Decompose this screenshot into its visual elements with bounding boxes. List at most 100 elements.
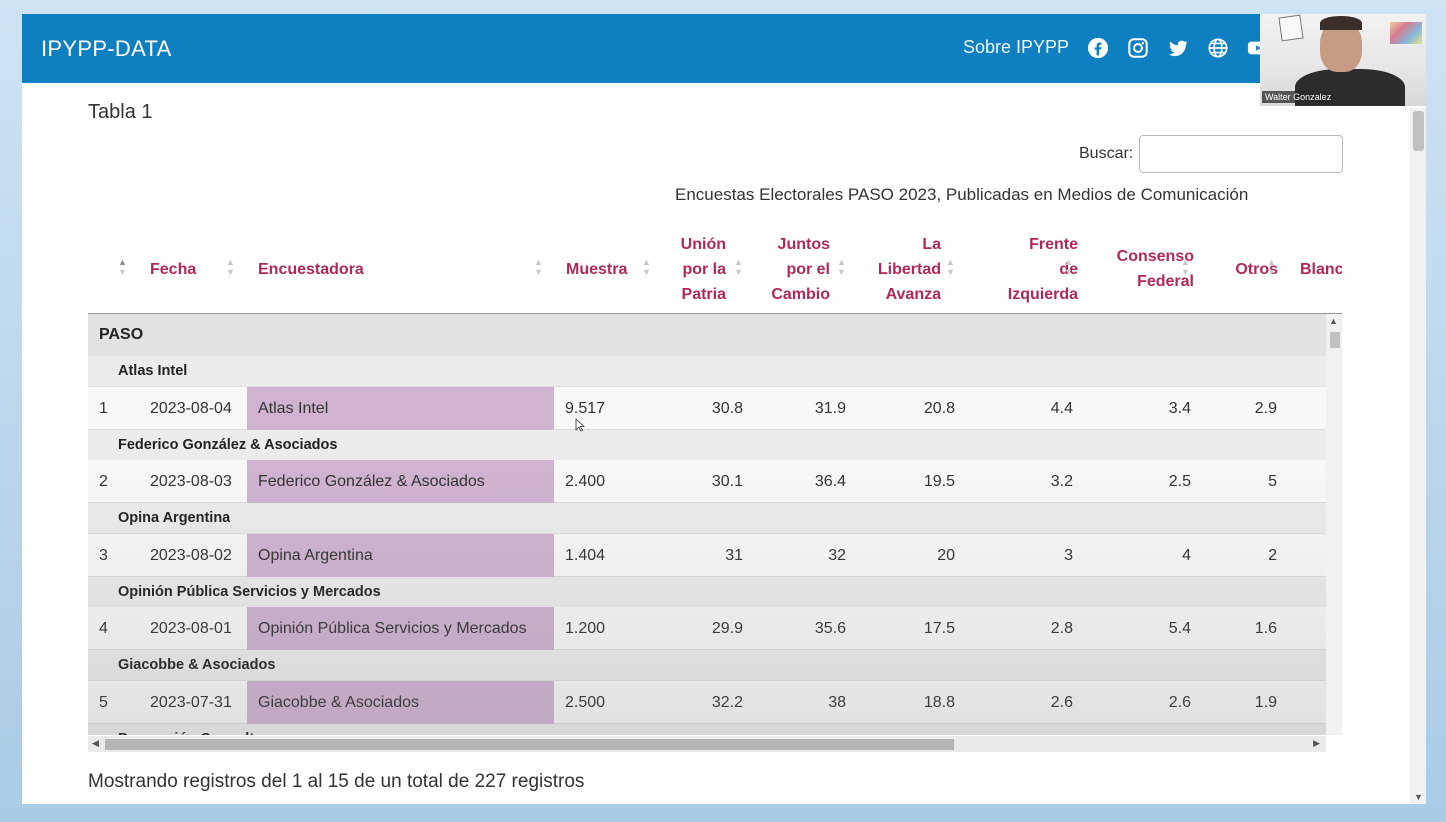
brand-logo[interactable]: IPYPP-DATA: [41, 36, 172, 61]
cell-fit: 2.8: [1050, 620, 1073, 637]
cell-cf: 2.6: [1168, 694, 1191, 711]
table-body: PASO Atlas Intel 1 2023-08-04 Atlas Inte…: [88, 313, 1342, 735]
group-header: Atlas Intel: [88, 356, 1326, 387]
group-header: Giacobbe & Asociados: [88, 650, 1326, 681]
globe-icon[interactable]: [1206, 36, 1230, 60]
group-header: Opina Argentina: [88, 503, 1326, 534]
sort-icon[interactable]: ▲ ▼: [226, 257, 235, 277]
cell-lla: 18.8: [923, 694, 955, 711]
navbar: IPYPP-DATA Sobre IPYPP: [22, 14, 1426, 83]
cell-jxc: 32: [828, 547, 846, 564]
table-vertical-scrollbar[interactable]: ▲ ▼: [1326, 314, 1342, 735]
column-fecha[interactable]: Fecha: [150, 260, 197, 278]
group-header: Federico González & Asociados: [88, 430, 1326, 461]
cell-lla: 20.8: [923, 400, 955, 417]
page-title: Tabla 1: [88, 101, 153, 123]
table-caption: Encuestas Electorales PASO 2023, Publica…: [675, 185, 1249, 204]
table-row[interactable]: 5 2023-07-31 Giacobbe & Asociados 2.500 …: [88, 681, 1326, 724]
scroll-left-icon[interactable]: ◀: [92, 738, 99, 748]
cell-muestra: 1.404: [565, 547, 606, 564]
cell-otros: 1.9: [1254, 694, 1277, 711]
cell-fit: 2.6: [1050, 694, 1073, 711]
cell-encuestadora: Atlas Intel: [247, 387, 554, 430]
column-la-libertad-avanza[interactable]: La Libertad Avanza: [877, 235, 941, 303]
column-blanco[interactable]: Blanc: [1300, 260, 1342, 278]
sort-icon[interactable]: ▲ ▼: [946, 257, 955, 277]
scroll-thumb[interactable]: [105, 739, 954, 750]
cell-uxp: 30.1: [711, 473, 743, 490]
twitter-icon[interactable]: [1166, 36, 1190, 60]
cell-uxp: 31: [725, 547, 743, 564]
sort-icon[interactable]: ▲ ▼: [534, 257, 543, 277]
group-header: Proyección Consultores: [88, 724, 1326, 735]
column-otros[interactable]: Otros: [1235, 260, 1278, 278]
group-header-paso: PASO: [88, 314, 1326, 356]
sort-icon[interactable]: ▲ ▼: [642, 257, 651, 277]
row-number: 4: [99, 620, 108, 637]
cell-fecha: 2023-07-31: [150, 694, 232, 711]
instagram-icon[interactable]: [1126, 36, 1150, 60]
table-horizontal-scrollbar[interactable]: ◀ ▶: [88, 736, 1326, 752]
scroll-right-icon[interactable]: ▶: [1313, 738, 1320, 748]
column-union-por-la-patria[interactable]: Unión por la Patria: [680, 235, 726, 303]
cell-cf: 2.5: [1168, 473, 1191, 490]
table-info: Mostrando registros del 1 al 15 de un to…: [88, 771, 585, 792]
cell-cf: 4: [1182, 547, 1191, 564]
browser-viewport: IPYPP-DATA Sobre IPYPP Walter Gonzalez T…: [22, 14, 1426, 804]
cell-otros: 2.9: [1254, 400, 1277, 417]
cell-uxp: 29.9: [711, 620, 743, 637]
cell-lla: 20: [937, 547, 955, 564]
table-row[interactable]: 4 2023-08-01 Opinión Pública Servicios y…: [88, 607, 1326, 650]
column-encuestadora[interactable]: Encuestadora: [258, 260, 364, 278]
cell-otros: 5: [1268, 473, 1277, 490]
table-row[interactable]: 1 2023-08-04 Atlas Intel 9.517 30.8 31.9…: [88, 387, 1326, 430]
facebook-icon[interactable]: [1086, 36, 1110, 60]
cell-lla: 19.5: [923, 473, 955, 490]
sort-icon[interactable]: ▲ ▼: [734, 257, 743, 277]
cell-fit: 4.4: [1050, 400, 1073, 417]
cell-otros: 2: [1268, 547, 1277, 564]
column-consenso-federal[interactable]: Consenso Federal: [1116, 248, 1194, 290]
sort-icon[interactable]: ▲ ▼: [1064, 257, 1073, 277]
cell-lla: 17.5: [923, 620, 955, 637]
table-header: ▲ ▼ Fecha ▲ ▼ Encuestadora ▲ ▼ Muestra ▲ ▼ U…: [88, 224, 1342, 314]
search-input[interactable]: [1139, 135, 1343, 173]
sort-icon[interactable]: ▲ ▼: [1267, 257, 1276, 277]
cell-fecha: 2023-08-01: [150, 620, 232, 637]
cell-fecha: 2023-08-04: [150, 400, 232, 417]
cell-cf: 3.4: [1168, 400, 1191, 417]
row-number: 3: [99, 547, 108, 564]
table-row[interactable]: 3 2023-08-02 Opina Argentina 1.404 31 32…: [88, 534, 1326, 577]
sort-icon[interactable]: ▲ ▼: [837, 257, 846, 277]
cell-jxc: 38: [828, 694, 846, 711]
table-row[interactable]: 2 2023-08-03 Federico González & Asociad…: [88, 460, 1326, 503]
webcam-overlay: Walter Gonzalez: [1260, 14, 1426, 106]
column-muestra[interactable]: Muestra: [566, 260, 628, 278]
group-header: Opinión Pública Servicios y Mercados: [88, 577, 1326, 608]
cell-muestra: 9.517: [565, 400, 606, 417]
scroll-down-icon[interactable]: ▼: [1414, 792, 1423, 802]
cell-uxp: 30.8: [711, 400, 743, 417]
wall-picture: [1278, 14, 1304, 42]
cell-encuestadora: Giacobbe & Asociados: [247, 681, 554, 724]
cell-fecha: 2023-08-03: [150, 473, 232, 490]
scroll-thumb[interactable]: [1330, 332, 1340, 348]
cell-otros: 1.6: [1254, 620, 1277, 637]
page-scrollbar[interactable]: ▼: [1410, 108, 1426, 804]
cell-jxc: 36.4: [814, 473, 846, 490]
cell-muestra: 2.500: [565, 694, 606, 711]
column-frente-de-izquierda[interactable]: Frente de Izquierda: [1007, 235, 1078, 303]
mouse-cursor-icon: [575, 418, 585, 432]
scroll-thumb[interactable]: [1413, 111, 1424, 151]
cell-jxc: 35.6: [814, 620, 846, 637]
sort-icon[interactable]: ▲ ▼: [1181, 257, 1190, 277]
row-number: 5: [99, 694, 108, 711]
row-number: 1: [99, 400, 108, 417]
nav-link-sobre[interactable]: Sobre IPYPP: [963, 37, 1070, 57]
scroll-up-icon[interactable]: ▲: [1329, 316, 1338, 326]
column-juntos-por-el-cambio[interactable]: Juntos por el Cambio: [771, 235, 830, 303]
presenter-name: Walter Gonzalez: [1262, 91, 1335, 103]
cell-muestra: 1.200: [565, 620, 606, 637]
cell-fit: 3.2: [1050, 473, 1073, 490]
sort-icon[interactable]: ▲ ▼: [118, 257, 127, 277]
